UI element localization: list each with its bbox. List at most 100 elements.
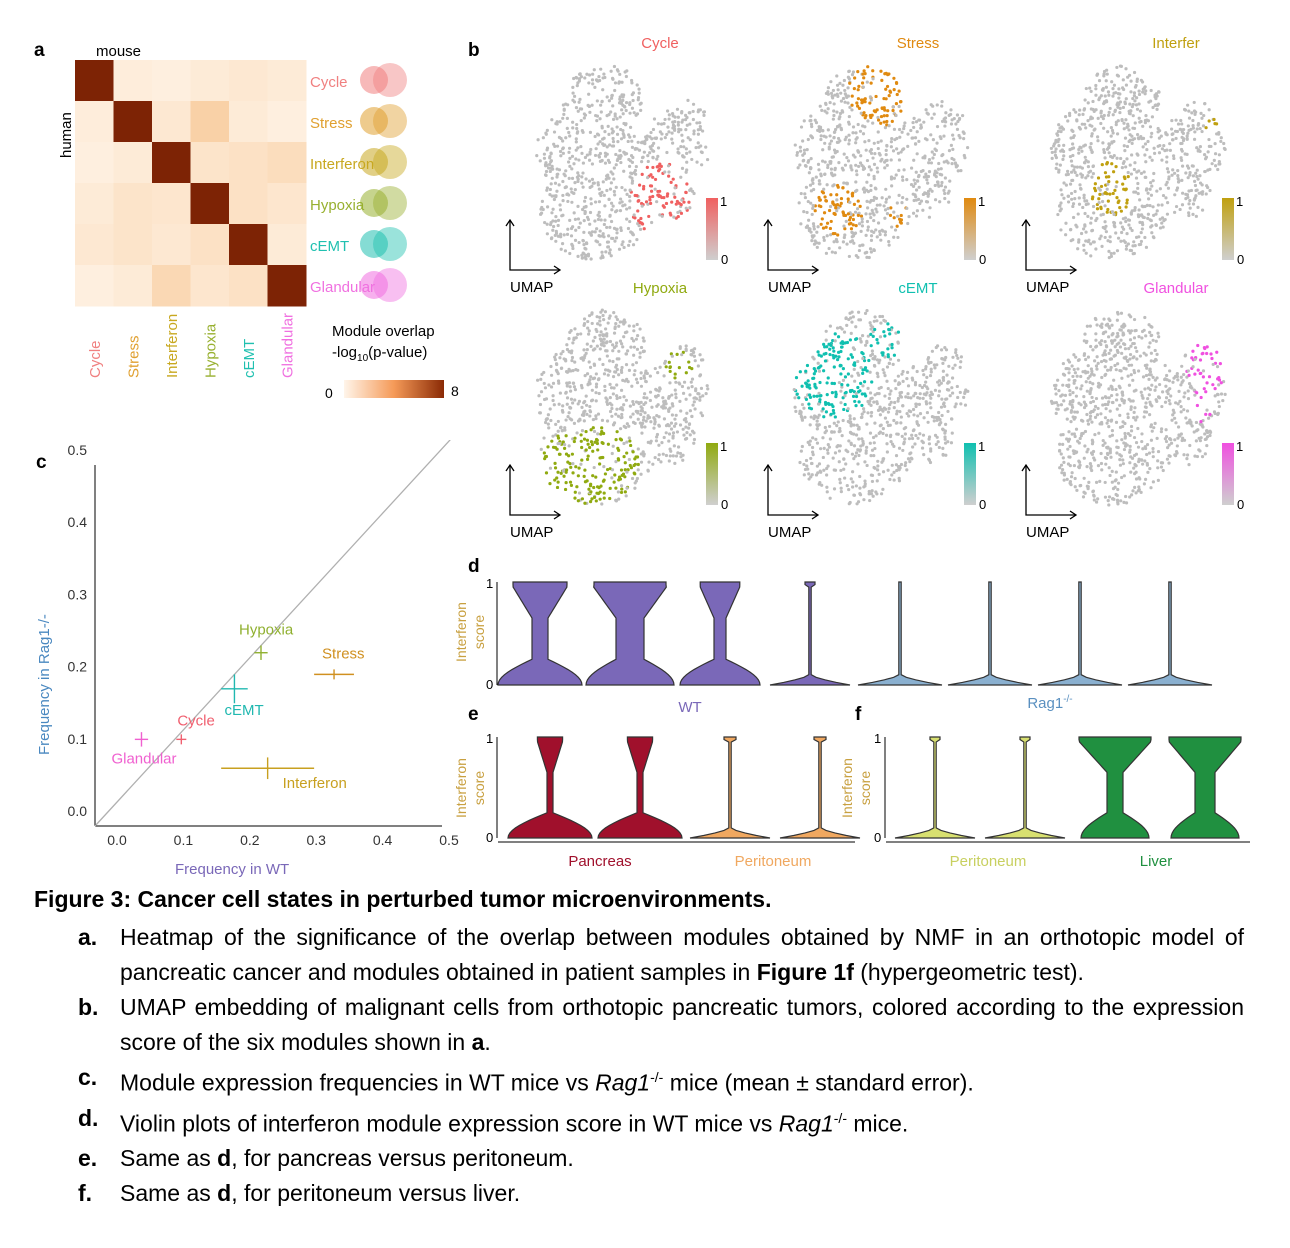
umap-axis-label: UMAP	[768, 524, 811, 541]
umap-cells	[536, 308, 710, 506]
venn-circle	[373, 104, 407, 138]
umap-scale-min: 0	[1237, 497, 1244, 512]
venn-circle	[360, 66, 388, 94]
violin-ylabel: Interferon	[453, 602, 469, 662]
umap-scale-max: 1	[1236, 439, 1243, 454]
umap-color-scale	[1222, 443, 1234, 505]
umap-axis-label: UMAP	[768, 279, 811, 296]
figure-caption-title: Figure 3: Cancer cell states in perturbe…	[34, 886, 772, 912]
heatmap-col-axis-label: mouse	[96, 43, 141, 60]
x-tick-label: 0.1	[174, 832, 194, 848]
heatmap-cell	[267, 101, 307, 143]
heatmap-cell	[113, 183, 153, 225]
violin-shape	[857, 581, 943, 686]
heatmap-cell	[75, 101, 114, 143]
violin-shape	[507, 736, 593, 839]
violin-group-label: Rag1-/-	[1027, 694, 1072, 712]
panel-label-d: d	[468, 556, 480, 577]
scatter-panel: 0.0 0.1 0.2 0.3 0.4 0.5 0.0 0.1 0.2 0.3 0.4 0.5 Cyc…	[36, 440, 459, 878]
scatter-point: Interferon	[221, 757, 347, 792]
scatter-point-label: Hypoxia	[239, 622, 294, 639]
caption-item: b. UMAP embedding of malignant cells from…	[78, 990, 1244, 1060]
heatmap-legend-subtitle: -log10(p-value)	[332, 344, 427, 364]
y-tick-label: 0.1	[68, 731, 88, 747]
heatmap-panel: mouse human Cycle Stress Interferon Hypoxia…	[58, 43, 459, 398]
umap-title: Glandular	[1143, 280, 1208, 297]
violin-tick: 1	[874, 731, 881, 746]
heatmap-cell	[113, 60, 153, 102]
violin-shape	[894, 736, 976, 839]
heatmap-legend-max: 8	[451, 383, 459, 398]
violin-shape	[947, 581, 1033, 686]
umap-cells	[535, 64, 710, 261]
scatter-point-label: Stress	[322, 645, 365, 662]
scatter-xlabel: Frequency in WT	[175, 861, 289, 878]
y-tick-label: 0.5	[68, 442, 88, 458]
umap-scale-max: 1	[720, 194, 727, 209]
violin-shape	[689, 736, 771, 839]
violin-group-label: Peritoneum	[950, 853, 1027, 870]
umap-cells	[1049, 64, 1227, 260]
caption-item: a. Heatmap of the significance of the ove…	[78, 920, 1244, 990]
scatter-points: Cycle Stress Interferon Hypoxia cEMT Glandula…	[111, 622, 364, 793]
heatmap-row-label: cEMT	[310, 238, 349, 255]
violin-group-label: WT	[678, 699, 701, 716]
scatter-point: cEMT	[221, 674, 264, 719]
violin-ylabel: score	[471, 771, 487, 805]
heatmap-col-label: Stress	[126, 335, 143, 378]
caption-item: f. Same as d, for peritoneum versus liver…	[78, 1176, 1244, 1211]
heatmap-cell	[152, 265, 191, 307]
umap-scale-min: 0	[979, 252, 986, 267]
caption-item-text: Same as d, for peritoneum versus liver.	[120, 1180, 521, 1207]
violin-group-label: Liver	[1140, 853, 1173, 870]
heatmap-cell	[152, 142, 191, 184]
heatmap-cell	[229, 224, 268, 266]
umap-plot: Interfer UMAP 1 0	[1021, 35, 1244, 296]
heatmap-cells	[75, 60, 307, 307]
heatmap-cell	[75, 142, 114, 184]
heatmap-cell	[75, 265, 114, 307]
y-tick-label: 0.2	[68, 659, 88, 675]
heatmap-cell	[152, 60, 191, 102]
heatmap-cell	[190, 60, 230, 102]
violin-tick: 0	[874, 830, 881, 845]
caption-item-text: Violin plots of interferon module expres…	[120, 1109, 909, 1137]
violin-ylabel: score	[471, 615, 487, 649]
caption-item-letter: c.	[78, 1064, 98, 1090]
umap-scale-max: 1	[978, 194, 985, 209]
umap-plot: Hypoxia UMAP 1 0	[505, 280, 728, 541]
heatmap-cell	[113, 101, 153, 143]
violin-group-label: Pancreas	[568, 853, 631, 870]
x-tick-label: 0.3	[306, 832, 326, 848]
x-tick-label: 0.5	[439, 832, 459, 848]
scatter-point-label: Interferon	[283, 775, 347, 792]
violin-shape	[679, 581, 761, 686]
panel-label-c: c	[36, 452, 47, 473]
heatmap-cell	[190, 224, 230, 266]
violin-shape	[1127, 581, 1213, 686]
violin-shape	[1037, 581, 1123, 686]
heatmap-legend-bar	[344, 380, 444, 398]
heatmap-cell	[75, 60, 114, 102]
heatmap-cell	[267, 142, 307, 184]
violin-ylabel: Interferon	[453, 758, 469, 818]
caption-item-letter: f.	[78, 1180, 93, 1207]
heatmap-cell	[267, 183, 307, 225]
heatmap-col-label: Hypoxia	[203, 323, 220, 378]
heatmap-legend-title: Module overlap	[332, 323, 435, 340]
violin-shape	[497, 581, 583, 686]
venn-circle	[360, 189, 388, 217]
scatter-point-label: cEMT	[224, 702, 263, 719]
umap-cells	[1049, 310, 1227, 507]
umap-grid: CycleUMAP10StressUMAP10InterferUMAP10Hyp…	[505, 35, 1244, 541]
venn-circle	[360, 148, 388, 176]
heatmap-row-labels: Cycle Stress Interferon Hypoxia cEMT Glandula…	[310, 63, 407, 302]
scatter-point: Glandular	[111, 732, 177, 767]
umap-scale-max: 1	[1236, 194, 1243, 209]
panel-label-b: b	[468, 40, 480, 61]
heatmap-legend-min: 0	[325, 385, 333, 398]
venn-circle	[360, 271, 388, 299]
venn-circle	[373, 268, 407, 302]
umap-plot: Glandular UMAP 1 0	[1021, 280, 1244, 541]
